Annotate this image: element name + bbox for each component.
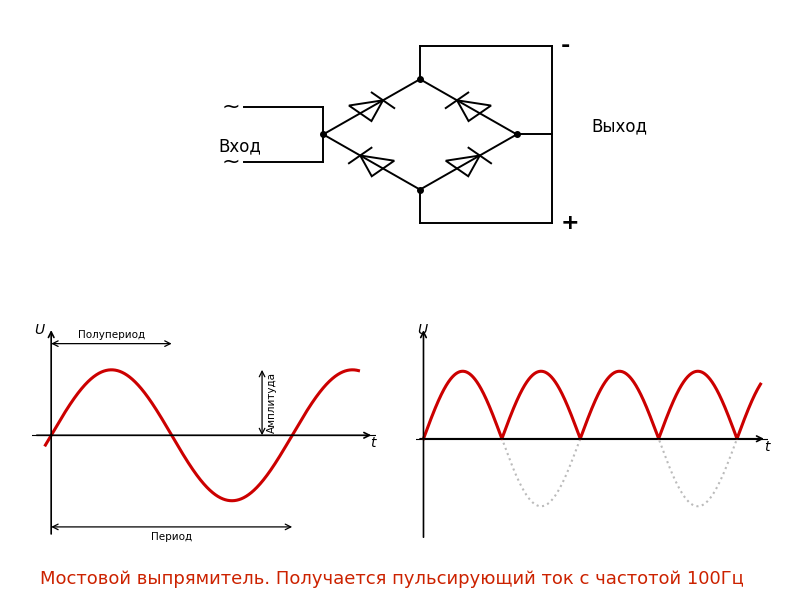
Text: ~: ~ xyxy=(222,152,240,172)
Text: t: t xyxy=(370,436,376,450)
Text: -: - xyxy=(561,36,570,56)
Text: U: U xyxy=(34,323,45,337)
Text: Полупериод: Полупериод xyxy=(78,331,145,340)
Text: Период: Период xyxy=(151,532,192,542)
Text: U: U xyxy=(418,323,427,337)
Text: Вход: Вход xyxy=(218,137,261,155)
Text: Выход: Выход xyxy=(592,117,648,135)
Text: +: + xyxy=(561,213,579,233)
Text: Мостовой выпрямитель. Получается пульсирующий ток с частотой 100Гц: Мостовой выпрямитель. Получается пульсир… xyxy=(40,570,744,588)
Text: ~: ~ xyxy=(222,97,240,117)
Text: Амплитуда: Амплитуда xyxy=(266,372,277,433)
Text: t: t xyxy=(764,440,770,454)
